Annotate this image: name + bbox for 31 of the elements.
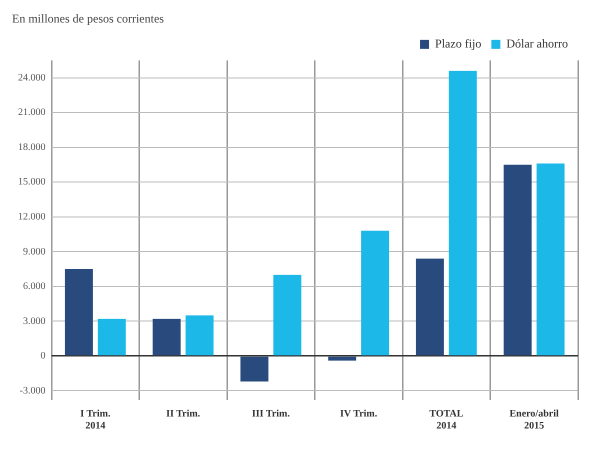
x-tick-label: IV Trim. <box>340 408 378 420</box>
y-tick-label: 6.000 <box>23 281 46 292</box>
y-tick-label: 21.000 <box>18 107 46 118</box>
y-tick-label: 24.000 <box>18 72 46 84</box>
y-tick-label: 0 <box>40 350 46 362</box>
bar <box>186 315 214 356</box>
y-tick-label: 9.000 <box>23 246 46 258</box>
x-tick-label: III Trim. <box>252 408 290 420</box>
bar <box>240 356 268 382</box>
x-tick-label: TOTAL 2014 <box>429 408 464 432</box>
y-tick-label: -3.000 <box>20 385 46 396</box>
y-tick-label: 15.000 <box>18 176 46 188</box>
y-tick-label: 12.000 <box>18 211 46 222</box>
bar <box>64 269 93 356</box>
bar <box>416 258 444 356</box>
chart-title: En millones de pesos corrientes <box>12 11 164 26</box>
x-tick-label: II Trim. <box>166 408 201 420</box>
bar <box>448 70 477 356</box>
x-tick-label: I Trim. 2014 <box>80 408 111 432</box>
bar <box>328 356 356 361</box>
bar <box>152 318 181 356</box>
bar <box>536 164 565 356</box>
x-tick-label: Enero/abril 2015 <box>509 408 559 432</box>
legend-label: Dólar ahorro <box>506 36 568 51</box>
bar <box>273 274 302 356</box>
y-tick-label: 18.000 <box>18 142 46 153</box>
y-tick-label: 3.000 <box>23 316 46 327</box>
legend-label: Plazo fijo <box>435 36 482 51</box>
bar <box>504 164 532 356</box>
bar <box>98 318 126 356</box>
bar <box>361 230 390 356</box>
